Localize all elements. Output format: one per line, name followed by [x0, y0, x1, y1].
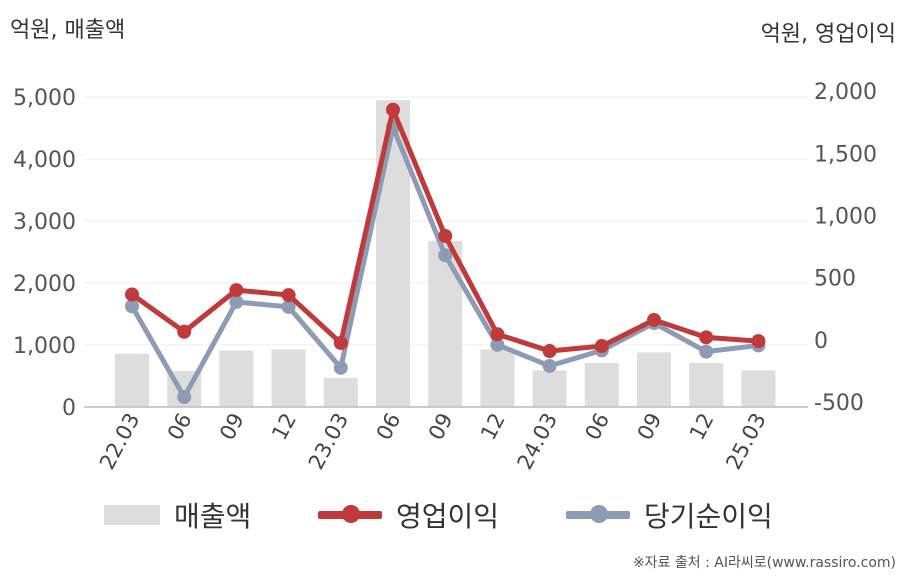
legend-swatch-operating [318, 505, 382, 525]
x-tick-label: 12 [685, 409, 719, 444]
operating-profit-point [386, 102, 400, 117]
legend-swatch-net [566, 505, 630, 525]
revenue-bar [376, 100, 410, 407]
profit-lines [125, 102, 766, 405]
legend-item-operating: 영업이익 [318, 490, 499, 540]
revenue-bar [584, 363, 619, 407]
x-tick-label: 09 [633, 409, 667, 444]
x-tick-label: 22.03 [95, 409, 144, 473]
revenue-bar [741, 370, 776, 407]
operating-profit-point [647, 312, 661, 327]
left-tick-label: 0 [62, 396, 76, 421]
legend-label-net: 당기순이익 [644, 500, 773, 533]
operating-profit-point [751, 334, 766, 349]
left-tick-label: 4,000 [13, 148, 76, 173]
revenue-bar [428, 240, 463, 407]
net-income-point [438, 248, 453, 263]
operating-profit-point [490, 327, 505, 342]
revenue-bar [219, 350, 254, 407]
left-axis-unit: 억원, 매출액 [10, 18, 126, 43]
legend-label-revenue: 매출액 [174, 500, 252, 533]
legend-swatch-revenue [104, 505, 160, 525]
revenue-bar [115, 353, 149, 407]
net-income-point [125, 299, 139, 314]
operating-profit-point [281, 288, 296, 303]
left-tick-label: 2,000 [13, 272, 76, 297]
legend-label-operating: 영업이익 [396, 500, 500, 533]
x-tick-label: 09 [215, 409, 249, 444]
net-income-point [542, 358, 557, 373]
revenue-bar [689, 363, 724, 407]
operating-profit-point [594, 339, 609, 354]
x-tick-label: 24.03 [513, 409, 562, 473]
left-tick-label: 3,000 [13, 210, 76, 235]
revenue-bar [637, 352, 671, 407]
revenue-bar [480, 349, 515, 407]
operating-profit-point [438, 228, 453, 243]
left-tick-label: 1,000 [13, 334, 76, 359]
combo-chart: 0 1,000 2,000 3,000 4,000 5,000 -500 0 500 1,000 1… [13, 80, 877, 473]
net-income-point [490, 337, 505, 352]
x-tick-label: 06 [580, 409, 614, 444]
operating-profit-point [125, 287, 139, 302]
legend: 매출액 영업이익 당기순이익 [0, 490, 908, 540]
legend-item-net: 당기순이익 [566, 490, 773, 540]
x-tick-label: 06 [372, 409, 406, 444]
x-tick-label: 09 [424, 409, 458, 444]
right-tick-label: 1,500 [814, 142, 877, 167]
x-tick-label: 25.03 [721, 409, 770, 473]
operating-profit-point [229, 283, 244, 298]
operating-profit-point [333, 335, 348, 350]
x-tick-label: 12 [267, 409, 301, 444]
right-tick-label: 1,000 [814, 204, 877, 229]
right-axis-unit: 억원, 영업이익 [760, 22, 896, 47]
net-income-point [229, 294, 244, 309]
right-tick-label: 0 [814, 329, 828, 354]
right-tick-label: -500 [814, 391, 864, 416]
revenue-bar [323, 377, 358, 407]
revenue-bar [532, 370, 567, 407]
source-note: ※자료 출처 : AI라씨로(www.rassiro.com) [632, 555, 896, 571]
revenue-bar [271, 349, 306, 407]
net-income-point [177, 390, 192, 405]
right-tick-label: 2,000 [814, 80, 877, 105]
operating-profit-point [699, 330, 714, 345]
x-tick-label: 12 [476, 409, 510, 444]
legend-item-revenue: 매출액 [104, 490, 251, 540]
operating-profit-point [542, 344, 557, 359]
net-income-point [281, 299, 296, 314]
x-tick-label: 06 [163, 409, 197, 444]
x-tick-label: 23.03 [304, 409, 353, 473]
left-tick-label: 5,000 [13, 86, 76, 111]
operating-profit-point [177, 324, 192, 339]
right-tick-label: 500 [814, 267, 856, 292]
net-income-point [699, 344, 714, 359]
net-income-point [333, 360, 348, 375]
